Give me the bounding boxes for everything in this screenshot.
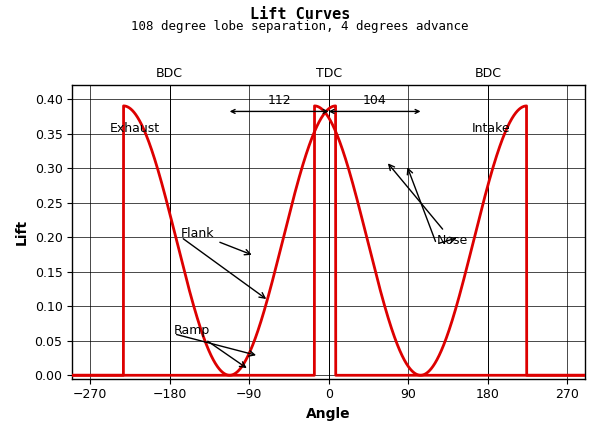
Text: 104: 104 [363,94,386,107]
Text: Ramp: Ramp [174,324,245,367]
Text: Nose: Nose [389,164,468,247]
Text: Lift Curves: Lift Curves [250,7,350,21]
X-axis label: Angle: Angle [307,407,351,421]
Text: Exhaust: Exhaust [109,122,160,134]
Text: 108 degree lobe separation, 4 degrees advance: 108 degree lobe separation, 4 degrees ad… [131,20,469,33]
Text: Flank: Flank [181,227,250,255]
Y-axis label: Lift: Lift [15,219,29,245]
Text: Intake: Intake [472,122,511,134]
Text: 112: 112 [268,94,291,107]
